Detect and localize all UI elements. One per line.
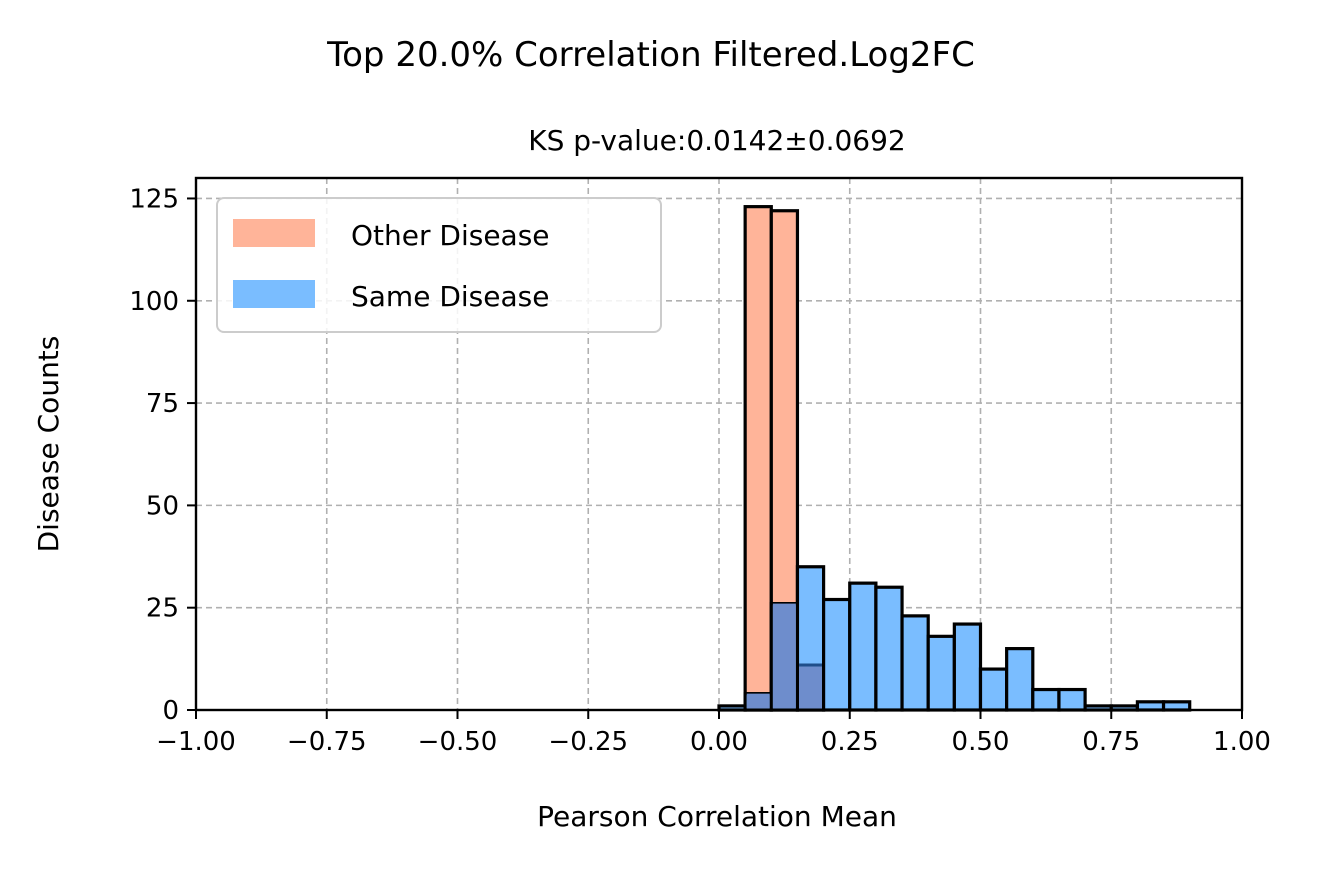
bar-same-disease-13 [1057, 687, 1087, 712]
bar-other-disease-0 [743, 205, 773, 712]
legend-swatch-other-disease [233, 219, 315, 247]
x-tick-label-8: 1.00 [1213, 727, 1271, 757]
y-tick-label-4: 100 [129, 287, 179, 317]
x-tick-label-1: −0.75 [287, 727, 367, 757]
bar-same-disease-7 [900, 614, 930, 712]
bar-same-disease-6 [874, 585, 904, 712]
x-tick-label-5: 0.25 [821, 727, 879, 757]
bar-overlap-1 [772, 603, 796, 709]
y-axis-label: Disease Counts [32, 336, 65, 553]
bar-same-disease-12 [1031, 687, 1061, 712]
legend-swatch-same-disease [233, 280, 315, 308]
x-tick-label-6: 0.50 [952, 727, 1010, 757]
legend-box [216, 197, 662, 333]
y-tick-label-2: 50 [146, 491, 179, 521]
bar-overlap-0 [746, 693, 770, 709]
legend-label-other-disease: Other Disease [351, 219, 550, 252]
bar-same-disease-11 [1005, 647, 1035, 712]
x-tick-label-0: −1.00 [156, 727, 236, 757]
x-tick-label-7: 0.75 [1082, 727, 1140, 757]
x-tick-label-4: 0.00 [690, 727, 748, 757]
x-axis-ticks: −1.00 −0.75 −0.50 −0.25 0.00 0.25 0.50 0.75 1.00 [156, 710, 1271, 757]
bar-same-disease-16 [1135, 700, 1166, 712]
x-tick-label-3: −0.25 [548, 727, 628, 757]
chart-title: KS p-value:0.0142±0.0692 [528, 124, 905, 157]
x-axis-label: Pearson Correlation Mean [537, 800, 897, 833]
x-tick-label-2: −0.50 [418, 727, 498, 757]
bar-same-disease-4 [821, 597, 852, 712]
bar-same-disease-5 [848, 581, 878, 712]
y-tick-label-0: 0 [162, 696, 179, 726]
bar-same-disease-17 [1161, 700, 1192, 712]
y-axis-ticks: 0 25 50 75 100 125 [129, 184, 196, 726]
y-tick-label-1: 25 [146, 594, 179, 624]
y-tick-label-3: 75 [146, 389, 179, 419]
legend: Other Disease Same Disease [216, 197, 662, 333]
legend-label-same-disease: Same Disease [351, 280, 549, 313]
bar-same-disease-8 [926, 634, 956, 712]
figure-suptitle: Top 20.0% Correlation Filtered.Log2FC [326, 35, 975, 75]
bar-same-disease-10 [978, 667, 1009, 712]
series-overlap-bars [746, 603, 822, 709]
y-tick-label-5: 125 [129, 184, 179, 214]
bar-overlap-2 [799, 664, 822, 709]
bar-same-disease-9 [952, 622, 983, 712]
